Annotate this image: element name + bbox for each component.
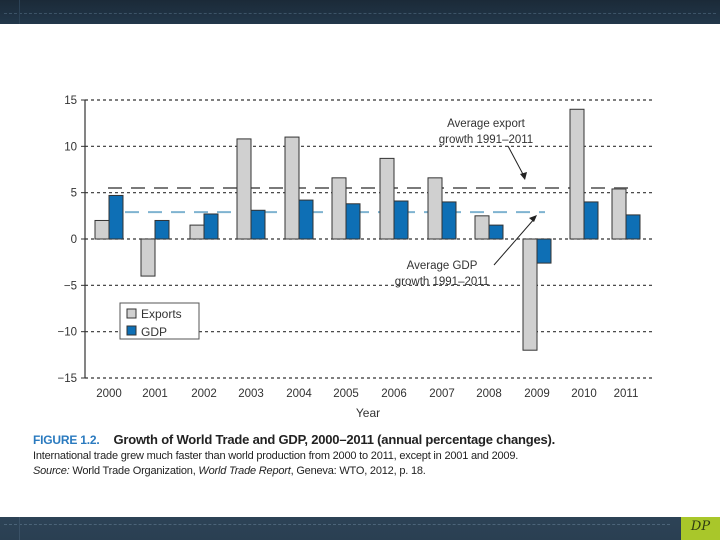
- bar-gdp: [203, 213, 219, 240]
- bar-exports: [140, 238, 156, 277]
- annotation-export-line1: Average export: [447, 118, 526, 130]
- bar-gdp: [583, 201, 599, 240]
- slide-badge: DP: [681, 517, 720, 540]
- figure-label: FIGURE 1.2.: [33, 433, 100, 447]
- annotation-gdp-line2: growth 1991–2011: [395, 276, 489, 288]
- gridlines: [85, 99, 654, 379]
- bar-exports: [474, 215, 490, 240]
- annotation-gdp-line1: Average GDP: [407, 260, 478, 272]
- figure-caption: FIGURE 1.2. Growth of World Trade and GDP…: [33, 432, 693, 477]
- x-tick-label: 2003: [238, 388, 264, 400]
- bottom-vertical-decoration: [19, 517, 20, 540]
- bar-gdp: [625, 214, 641, 240]
- bar-gdp: [441, 201, 457, 240]
- bar-gdp: [250, 209, 266, 240]
- bar-exports: [427, 177, 443, 240]
- x-tick-label: 2011: [614, 388, 639, 400]
- y-tick-label: −10: [57, 327, 77, 339]
- y-tick-label: 0: [71, 234, 77, 246]
- x-tick-label: 2008: [476, 388, 502, 400]
- annotation-gdp-arrowhead: [529, 215, 537, 222]
- caption-source: Source: World Trade Organization, World …: [33, 465, 693, 477]
- x-tick-label: 2005: [333, 388, 359, 400]
- top-stitch-decoration: [4, 13, 716, 14]
- annotation-export-avg: Average export growth 1991–2011: [439, 118, 533, 180]
- caption-title: Growth of World Trade and GDP, 2000–2011…: [113, 432, 556, 447]
- bar-exports: [522, 238, 538, 351]
- legend-label-gdp: GDP: [141, 325, 167, 339]
- caption-title-line: FIGURE 1.2. Growth of World Trade and GDP…: [33, 432, 693, 447]
- legend: Exports GDP: [119, 302, 200, 340]
- x-tick-label: 2001: [142, 388, 168, 400]
- bar-gdp: [536, 238, 552, 264]
- y-tick-labels: 15 10 5 0 −5 −10 −15: [57, 95, 77, 385]
- source-title: World Trade Report: [198, 465, 291, 477]
- x-tick-label: 2002: [191, 388, 217, 400]
- x-tick-label: 2007: [429, 388, 455, 400]
- x-tick-label: 2004: [286, 388, 312, 400]
- bars: [94, 108, 641, 351]
- top-vertical-decoration: [19, 0, 20, 24]
- annotation-gdp-avg: Average GDP growth 1991–2011: [395, 215, 537, 288]
- legend-swatch-gdp: [126, 325, 137, 336]
- annotation-gdp-arrow: [493, 217, 536, 266]
- bar-gdp: [154, 219, 170, 240]
- bar-gdp: [298, 199, 314, 240]
- legend-swatch-exports: [126, 308, 137, 319]
- bar-gdp: [108, 194, 124, 240]
- x-axis-label: Year: [356, 406, 380, 420]
- legend-label-exports: Exports: [141, 307, 182, 321]
- annotation-export-arrow: [507, 145, 526, 179]
- y-tick-label: −5: [64, 280, 77, 292]
- bar-gdp: [488, 224, 504, 240]
- source-suffix: , Geneva: WTO, 2012, p. 18.: [290, 465, 426, 477]
- bar-exports: [236, 138, 252, 240]
- annotation-export-arrowhead: [520, 172, 527, 180]
- top-frame-bar: [0, 0, 720, 24]
- y-tick-label: 15: [64, 95, 77, 107]
- y-tick-label: 5: [71, 188, 77, 200]
- x-tick-label: 2009: [524, 388, 550, 400]
- bar-exports: [189, 224, 205, 240]
- bar-gdp: [393, 200, 409, 240]
- source-org: World Trade Organization,: [69, 465, 199, 477]
- bar-exports: [284, 136, 300, 240]
- reference-lines: [108, 187, 630, 214]
- bar-exports: [611, 188, 627, 240]
- x-tick-label: 2006: [381, 388, 407, 400]
- bar-exports: [569, 108, 585, 240]
- x-tick-label: 2000: [96, 388, 122, 400]
- bar-exports: [331, 177, 347, 240]
- bar-exports: [94, 219, 110, 240]
- annotation-export-line2: growth 1991–2011: [439, 134, 533, 146]
- x-tick-labels: 2000 2001 2002 2003 2004 2005 2006 2007 2008 2009…: [96, 388, 638, 400]
- y-axis: [81, 99, 86, 379]
- x-tick-label: 2010: [571, 388, 597, 400]
- bar-exports: [379, 157, 395, 240]
- bottom-frame-bar: [0, 517, 720, 540]
- bar-gdp: [345, 203, 361, 240]
- y-tick-label: 10: [64, 141, 77, 153]
- bottom-stitch-decoration: [4, 524, 670, 525]
- source-prefix: Source:: [33, 465, 70, 477]
- caption-description: International trade grew much faster tha…: [33, 450, 519, 462]
- y-tick-label: −15: [57, 373, 77, 385]
